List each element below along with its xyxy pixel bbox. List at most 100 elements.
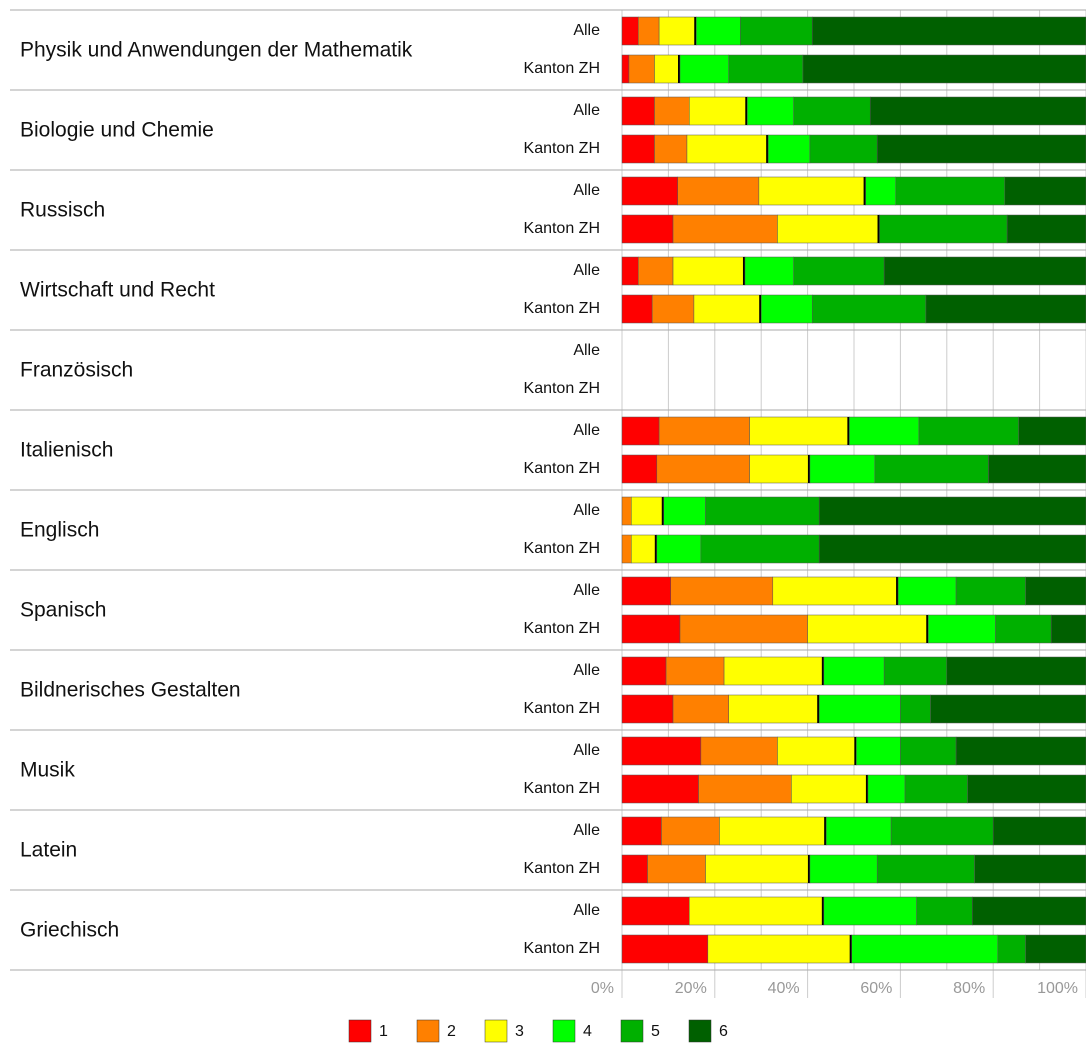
bar-segment	[621, 176, 678, 206]
bar-segment	[728, 694, 820, 724]
bar-segment	[1050, 614, 1086, 644]
bar-segment	[628, 54, 655, 84]
bar-segment	[637, 16, 660, 46]
bar-segment	[777, 736, 857, 766]
group-label: Biologie und Chemie	[20, 119, 214, 142]
bar-segment	[802, 54, 1086, 84]
row-label: Alle	[573, 102, 600, 119]
bar-segment	[869, 96, 1086, 126]
legend-label: 2	[447, 1023, 456, 1040]
bar-segment	[665, 656, 725, 686]
bar-segment	[700, 534, 820, 564]
bar-segment	[658, 16, 697, 46]
legend-label: 6	[719, 1023, 728, 1040]
bar-segment	[809, 854, 878, 884]
group-label: Griechisch	[20, 919, 119, 942]
bar-segment	[621, 534, 632, 564]
row-label: Kanton ZH	[524, 780, 600, 797]
bar-segment	[1004, 176, 1086, 206]
group-label: Wirtschaft und Recht	[20, 279, 215, 302]
bar-segment	[767, 134, 811, 164]
bar-segment	[777, 214, 880, 244]
bar-segment	[663, 496, 706, 526]
row-label: Alle	[573, 822, 600, 839]
bar-segment	[809, 454, 876, 484]
bar-segment	[621, 576, 671, 606]
bar-segment	[772, 576, 899, 606]
bar-segment	[728, 54, 804, 84]
row-label: Alle	[573, 342, 600, 359]
row-label: Kanton ZH	[524, 300, 600, 317]
group-label: Musik	[20, 759, 75, 782]
bar-segment	[672, 256, 746, 286]
row-label: Alle	[573, 182, 600, 199]
row-label: Kanton ZH	[524, 940, 600, 957]
bar-segment	[719, 816, 827, 846]
bar-segment	[883, 256, 1086, 286]
row-label: Kanton ZH	[524, 620, 600, 637]
bar-segment	[621, 496, 632, 526]
bar-segment	[621, 854, 648, 884]
bar-segment	[647, 854, 706, 884]
row-label: Kanton ZH	[524, 60, 600, 77]
bar-segment	[679, 614, 808, 644]
bar-segment	[811, 16, 1086, 46]
row-label: Kanton ZH	[524, 140, 600, 157]
bar-segment	[865, 176, 897, 206]
bar-segment	[988, 454, 1086, 484]
bar-segment	[930, 694, 1086, 724]
bar-segment	[705, 496, 820, 526]
bar-segment	[1025, 576, 1086, 606]
group-label: Russisch	[20, 199, 105, 222]
bar-segment	[818, 694, 901, 724]
legend-label: 1	[379, 1023, 388, 1040]
bar-segment	[621, 134, 655, 164]
bar-segment	[807, 614, 929, 644]
bar-segment	[851, 934, 999, 964]
bar-segment	[686, 134, 769, 164]
row-label: Alle	[573, 502, 600, 519]
bar-segment	[695, 16, 741, 46]
bar-segment	[749, 454, 811, 484]
bar-segment	[707, 934, 852, 964]
bar-segment	[661, 816, 720, 846]
bar-segment	[621, 614, 681, 644]
bar-segment	[823, 656, 885, 686]
bar-segment	[700, 736, 778, 766]
legend-swatch	[416, 1019, 440, 1043]
bar-segment	[900, 736, 957, 766]
row-label: Kanton ZH	[524, 460, 600, 477]
bar-segment	[621, 774, 699, 804]
bar-segment	[621, 736, 702, 766]
bar-segment	[809, 134, 878, 164]
bar-segment	[631, 534, 658, 564]
bar-segment	[672, 694, 729, 724]
row-label: Alle	[573, 582, 600, 599]
bar-segment	[658, 416, 750, 446]
bar-segment	[904, 774, 968, 804]
bar-segment	[946, 656, 1086, 686]
bar-segment	[955, 736, 1086, 766]
bar-segment	[825, 816, 892, 846]
row-label: Alle	[573, 662, 600, 679]
bar-segment	[621, 656, 667, 686]
bar-segment	[621, 816, 662, 846]
row-label: Kanton ZH	[524, 540, 600, 557]
bar-segment	[747, 96, 794, 126]
row-label: Kanton ZH	[524, 380, 600, 397]
group-label: Physik und Anwendungen der Mathematik	[20, 39, 413, 62]
row-label: Alle	[573, 742, 600, 759]
x-tick-label: 20%	[675, 980, 707, 997]
bar-segment	[895, 176, 1006, 206]
bar-segment	[631, 496, 665, 526]
bar-segment	[621, 694, 674, 724]
bar-segment	[890, 816, 994, 846]
bar-segment	[621, 454, 658, 484]
bar-segment	[955, 576, 1026, 606]
bar-segment	[677, 176, 760, 206]
bar-segment	[654, 54, 681, 84]
group-label: Englisch	[20, 519, 99, 542]
bar-segment	[992, 816, 1086, 846]
group-label: Spanisch	[20, 599, 106, 622]
